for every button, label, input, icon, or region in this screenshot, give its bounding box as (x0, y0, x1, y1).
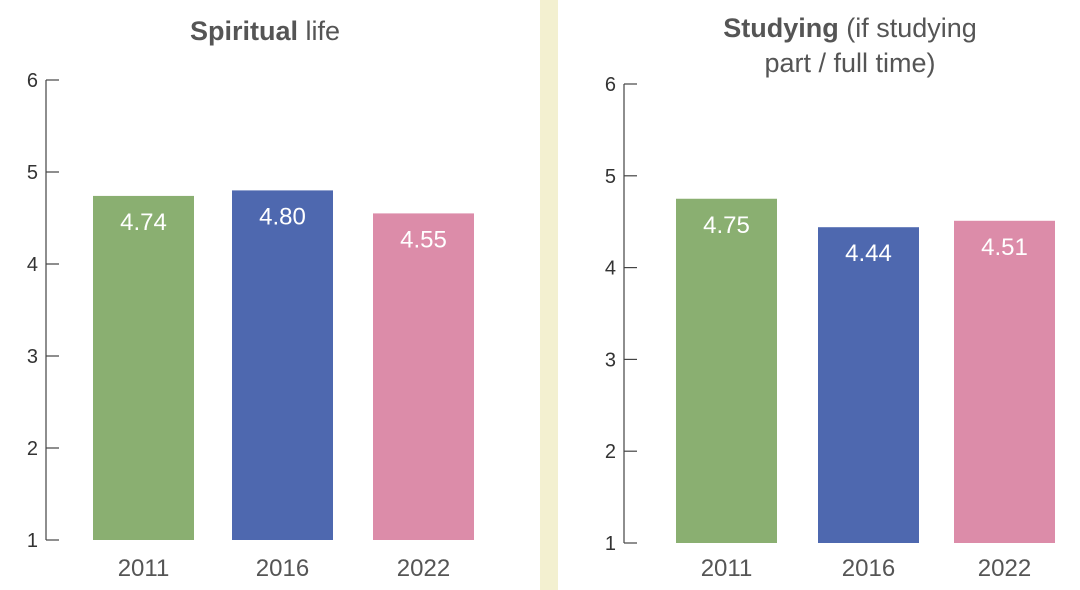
y-tick-label: 3 (605, 349, 616, 371)
bar-value-label: 4.55 (400, 226, 447, 253)
y-tick-label: 1 (605, 533, 616, 555)
chart-title: Spiritual life (190, 16, 340, 46)
y-tick-label: 5 (27, 162, 38, 184)
bar-2022 (954, 220, 1055, 544)
bar-value-label: 4.75 (703, 212, 750, 239)
x-category-label: 2022 (978, 555, 1031, 582)
bar-value-label: 4.80 (259, 203, 306, 230)
x-category-label: 2016 (842, 555, 895, 582)
y-tick-label: 6 (27, 70, 38, 92)
chart-title: Studying (if studying (723, 13, 977, 43)
y-tick-label: 5 (605, 166, 616, 188)
x-category-label: 2022 (397, 555, 450, 582)
bar-value-label: 4.44 (845, 240, 892, 267)
chart-title-line2: part / full time) (764, 48, 935, 78)
bar-2016 (818, 227, 919, 543)
bar-value-label: 4.51 (981, 234, 1028, 261)
x-category-label: 2016 (256, 555, 309, 582)
bar-2022 (373, 213, 474, 540)
x-category-label: 2011 (701, 555, 753, 582)
y-tick-label: 4 (27, 254, 38, 276)
y-tick-label: 4 (605, 258, 616, 280)
bar-2011 (676, 198, 777, 543)
y-tick-label: 6 (605, 74, 616, 96)
chart-title-rest: life (298, 16, 340, 46)
panel-divider (540, 0, 558, 590)
chart-title-rest: (if studying (839, 13, 977, 43)
x-category-label: 2011 (118, 555, 170, 582)
chart-title-bold: Spiritual (190, 16, 298, 46)
bar-2011 (93, 195, 194, 541)
y-tick-label: 2 (605, 441, 616, 463)
y-tick-label: 3 (27, 346, 38, 368)
bar-value-label: 4.74 (120, 209, 167, 236)
y-tick-label: 1 (27, 530, 38, 552)
y-tick-label: 2 (27, 438, 38, 460)
chart-title-bold: Studying (723, 13, 839, 43)
bar-2016 (232, 190, 333, 540)
